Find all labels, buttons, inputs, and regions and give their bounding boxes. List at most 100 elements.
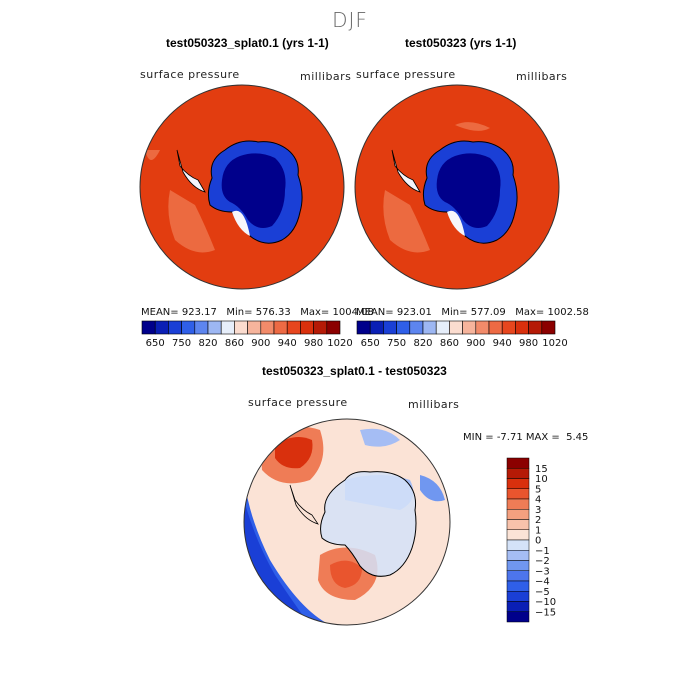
colorbar-swatch bbox=[154, 320, 169, 335]
colorbar-swatch bbox=[141, 320, 156, 335]
colorbar-tick-label: 860 bbox=[440, 338, 459, 349]
mean-label: MEAN= bbox=[141, 307, 179, 318]
antarctic-peninsula bbox=[176, 149, 206, 193]
colorbar-swatch bbox=[369, 320, 384, 335]
panel-1-max: 1004.08 bbox=[332, 307, 374, 318]
colorbar-swatch bbox=[506, 457, 530, 469]
colorbar-tick-label: −10 bbox=[535, 597, 556, 608]
colorbar-tick-label: 980 bbox=[519, 338, 538, 349]
colorbar-swatch bbox=[273, 320, 288, 335]
map-border bbox=[139, 84, 345, 290]
max-label: MAX = bbox=[525, 432, 560, 443]
colorbar-swatch bbox=[168, 320, 182, 335]
colorbar-tick-label: 1 bbox=[535, 525, 541, 536]
colorbar-swatch bbox=[422, 320, 437, 335]
plateau-region bbox=[221, 153, 286, 228]
colorbar-tick-label: 900 bbox=[251, 338, 270, 349]
colorbar-tick-label: −3 bbox=[535, 566, 550, 577]
panel-3-min: -7.71 bbox=[496, 432, 523, 443]
colorbar-1: 650 750 820 860 900 940 980 1020 bbox=[141, 320, 353, 349]
colorbar-tick-label: 820 bbox=[198, 338, 217, 349]
colorbar-tick-label: −15 bbox=[535, 607, 556, 618]
colorbar-tick-label: 5 bbox=[535, 484, 541, 495]
colorbar-tick-label: 1020 bbox=[327, 338, 352, 349]
plateau-region bbox=[436, 153, 501, 228]
panel-1-title: test050323_splat0.1 (yrs 1-1) bbox=[166, 36, 329, 50]
map-panel-3 bbox=[243, 418, 451, 626]
colorbar-swatch bbox=[506, 509, 530, 520]
colorbar-tick-label: 820 bbox=[413, 338, 432, 349]
high-pressure-region bbox=[145, 150, 160, 160]
colorbar-swatch bbox=[501, 320, 516, 335]
min-label: MIN = bbox=[463, 432, 494, 443]
colorbar-swatch bbox=[207, 320, 222, 335]
colorbar-swatch bbox=[506, 601, 530, 612]
max-label: Max= bbox=[515, 307, 545, 318]
colorbar-swatch bbox=[506, 560, 530, 571]
colorbar-tick-label: 900 bbox=[466, 338, 485, 349]
panel-2-min: 577.09 bbox=[470, 307, 506, 318]
panel-1-mean: 923.17 bbox=[181, 307, 217, 318]
negative-anomaly-region bbox=[420, 475, 445, 502]
colorbar-tick-label: −2 bbox=[535, 556, 550, 567]
colorbar-tick-label: 650 bbox=[361, 338, 380, 349]
colorbar-tick-label: 10 bbox=[535, 474, 548, 485]
colorbar-swatch bbox=[449, 320, 463, 335]
colorbar-tick-label: 3 bbox=[535, 505, 541, 516]
high-pressure-region bbox=[168, 190, 215, 253]
colorbar-tick-label: 750 bbox=[172, 338, 191, 349]
colorbar-tick-label: −1 bbox=[535, 546, 550, 557]
colorbar-2: 650 750 820 860 900 940 980 1020 bbox=[356, 320, 568, 349]
colorbar-swatch bbox=[462, 320, 477, 335]
antarctic-peninsula bbox=[391, 149, 421, 193]
colorbar-swatch bbox=[515, 320, 529, 335]
colorbar-tick-label: 0 bbox=[535, 536, 541, 547]
colorbar-swatch bbox=[506, 478, 530, 489]
colorbar-swatch bbox=[506, 529, 530, 541]
colorbar-swatch bbox=[475, 320, 490, 335]
colorbar-tick-label: −4 bbox=[535, 577, 550, 588]
colorbar-swatch bbox=[194, 320, 209, 335]
panel-1-min: 576.33 bbox=[255, 307, 291, 318]
mean-label: MEAN= bbox=[356, 307, 394, 318]
panel-3-stats: MIN = -7.71 MAX = 5.45 bbox=[463, 432, 588, 443]
colorbar-swatch bbox=[506, 539, 530, 551]
colorbar-swatch bbox=[396, 320, 411, 335]
map-panel-2 bbox=[354, 84, 560, 290]
high-pressure-region bbox=[455, 122, 490, 131]
negative-anomaly-region bbox=[360, 428, 400, 447]
colorbar-swatch bbox=[286, 320, 301, 335]
colorbar-swatch bbox=[313, 320, 328, 335]
colorbar-swatch bbox=[506, 611, 530, 623]
colorbar-swatch bbox=[506, 570, 530, 582]
colorbar-tick-label: 650 bbox=[146, 338, 165, 349]
colorbar-swatch bbox=[326, 320, 341, 335]
colorbar-swatch bbox=[220, 320, 235, 335]
colorbar-swatch bbox=[506, 498, 530, 510]
panel-2-title: test050323 (yrs 1-1) bbox=[405, 36, 517, 50]
ice-shelf bbox=[447, 210, 465, 236]
map-border bbox=[243, 418, 451, 626]
panel-2-stats: MEAN= 923.01 Min= 577.09 Max= 1002.58 bbox=[356, 307, 589, 318]
colorbar-swatch bbox=[506, 580, 530, 592]
colorbar-tick-label: 750 bbox=[387, 338, 406, 349]
max-label: Max= bbox=[300, 307, 330, 318]
panel-2-mean: 923.01 bbox=[396, 307, 432, 318]
panel-1-field-label: surface pressure bbox=[140, 68, 240, 81]
high-pressure-region bbox=[383, 190, 430, 253]
panel-3-max: 5.45 bbox=[566, 432, 589, 443]
map-panel-1 bbox=[139, 84, 345, 290]
positive-anomaly-region bbox=[275, 436, 313, 469]
colorbar-tick-label: 2 bbox=[535, 515, 541, 526]
colorbar-swatch bbox=[488, 320, 503, 335]
antarctic-peninsula bbox=[289, 484, 319, 525]
colorbar-swatch bbox=[409, 320, 424, 335]
colorbar-tick-label: 860 bbox=[225, 338, 244, 349]
panel-1-stats: MEAN= 923.17 Min= 576.33 Max= 1004.08 bbox=[141, 307, 374, 318]
colorbar-swatch bbox=[435, 320, 450, 335]
colorbar-swatch bbox=[506, 488, 530, 500]
colorbar-swatch bbox=[506, 591, 530, 602]
colorbar-swatch bbox=[356, 320, 371, 335]
